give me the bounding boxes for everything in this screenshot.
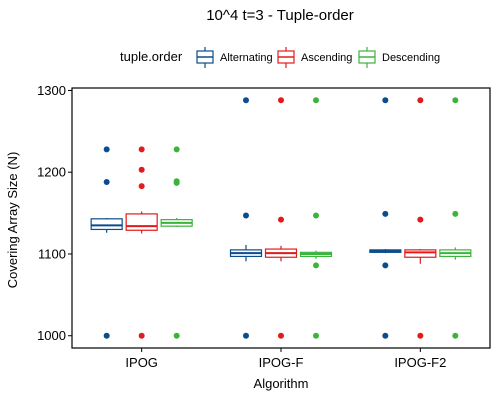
box-alternating-ipog — [90, 146, 123, 339]
legend-item-descending: Descending — [358, 47, 440, 68]
x-tick-label: IPOG — [125, 355, 158, 370]
box-descending-ipog — [160, 146, 193, 339]
outlier-point — [313, 262, 319, 269]
outlier-point — [452, 210, 459, 217]
box-descending-ipog-f — [299, 97, 333, 339]
outlier-point — [452, 332, 459, 339]
outlier-point — [278, 216, 284, 223]
outlier-point — [313, 212, 319, 219]
outlier-point — [138, 146, 145, 153]
x-axis: IPOG IPOG-F IPOG-F2 — [125, 348, 446, 370]
box-descending-ipog-f2 — [439, 97, 472, 339]
outlier-point — [417, 216, 424, 223]
outlier-point — [278, 332, 284, 339]
outlier-point — [243, 332, 249, 339]
box-alternating-ipog-f2 — [369, 97, 402, 339]
plot-area — [71, 87, 491, 349]
outlier-point — [417, 332, 424, 339]
outlier-point — [243, 97, 249, 104]
outlier-point — [382, 97, 389, 104]
outlier-point — [103, 332, 110, 339]
y-tick-label: 1200 — [37, 165, 66, 180]
box-body — [90, 218, 123, 231]
outlier-point — [452, 97, 459, 104]
y-axis: 1000 1100 1200 1300 — [37, 83, 72, 343]
box-body — [125, 213, 158, 231]
outlier-point — [138, 166, 145, 173]
outlier-point — [173, 146, 180, 153]
outlier-point — [103, 146, 110, 153]
y-tick-label: 1000 — [37, 328, 66, 343]
legend-item-ascending: Ascending — [277, 47, 352, 68]
box-alternating-ipog-f — [229, 97, 263, 339]
legend-label: Alternating — [220, 52, 273, 64]
y-tick-label: 1100 — [38, 246, 66, 261]
legend-label: Ascending — [301, 52, 352, 64]
outlier-point — [313, 97, 319, 104]
chart-title: 10^4 t=3 - Tuple-order — [206, 7, 354, 24]
y-tick-label: 1300 — [37, 83, 66, 98]
box-ascending-ipog-f2 — [404, 97, 437, 339]
legend-item-alternating: Alternating — [196, 47, 273, 68]
box-ascending-ipog-f — [264, 97, 298, 339]
legend-title: tuple.order — [120, 49, 183, 64]
legend-label: Descending — [382, 52, 440, 64]
outlier-point — [173, 332, 180, 339]
outlier-point — [382, 262, 389, 269]
outlier-point — [243, 212, 249, 219]
outlier-point — [278, 97, 284, 104]
outlier-point — [138, 183, 145, 190]
box-body — [404, 249, 437, 258]
box-ascending-ipog — [125, 146, 158, 339]
x-tick-label: IPOG-F2 — [394, 355, 446, 370]
outlier-point — [313, 332, 319, 339]
outlier-point — [173, 179, 180, 186]
y-axis-title: Covering Array Size (N) — [5, 152, 20, 289]
x-tick-label: IPOG-F — [259, 355, 304, 370]
legend: tuple.order Alternating Ascending Descendi… — [120, 47, 440, 68]
outlier-point — [103, 179, 110, 186]
x-axis-title: Algorithm — [254, 376, 309, 391]
outlier-point — [138, 332, 145, 339]
outlier-point — [417, 97, 424, 104]
outlier-point — [382, 210, 389, 217]
outlier-point — [382, 332, 389, 339]
